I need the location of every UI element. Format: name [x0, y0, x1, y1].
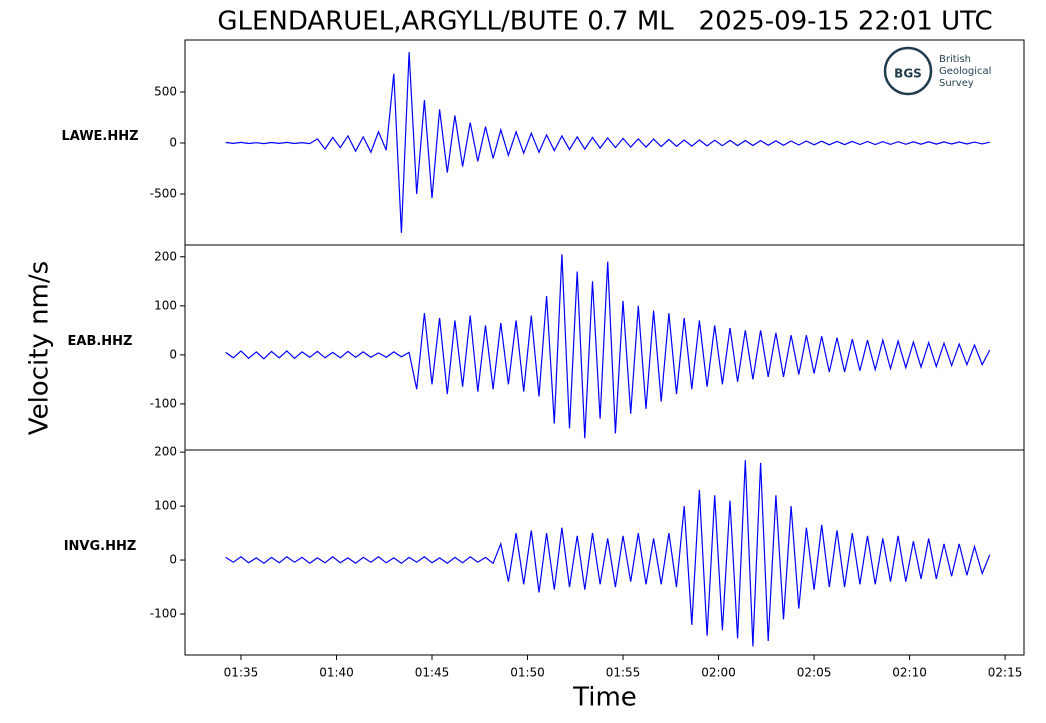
logo-text: Geological	[939, 66, 991, 77]
logo-ring	[883, 46, 933, 96]
y-tick-label: 500	[154, 85, 177, 99]
y-tick-label: 100	[154, 298, 177, 312]
y-tick-label: 0	[169, 553, 177, 567]
x-axis-label: Time	[572, 683, 637, 713]
chart-title: GLENDARUEL,ARGYLL/BUTE 0.7 ML 2025-09-15…	[217, 7, 992, 37]
logo-text: British	[939, 54, 971, 65]
y-tick-label: 200	[154, 249, 177, 263]
x-tick-label: 02:15	[988, 666, 1023, 680]
waveform	[225, 460, 991, 647]
y-tick-label: -500	[150, 187, 177, 201]
y-axis-label: Velocity nm/s	[25, 261, 55, 435]
waveform	[225, 254, 991, 439]
y-tick-label: 100	[154, 499, 177, 513]
x-tick-label: 01:50	[510, 666, 545, 680]
panel-frame	[184, 449, 1025, 656]
y-tick-label: -100	[150, 396, 177, 410]
y-tick-label: 200	[154, 445, 177, 459]
y-tick-label: 0	[169, 347, 177, 361]
logo: BGS British Geological Survey	[883, 46, 991, 96]
y-tick-label: 0	[169, 136, 177, 150]
logo-abbr: BGS	[894, 67, 922, 81]
x-tick-label: 01:35	[224, 666, 259, 680]
x-tick-label: 01:40	[319, 666, 354, 680]
y-tick-label: -100	[150, 607, 177, 621]
x-tick-label: 02:10	[892, 666, 927, 680]
station-label: EAB.HHZ	[68, 334, 133, 349]
x-tick-label: 01:45	[415, 666, 450, 680]
station-label: LAWE.HHZ	[61, 129, 138, 144]
x-tick-label: 02:05	[797, 666, 832, 680]
logo-text: Survey	[939, 78, 974, 89]
x-tick-label: 01:55	[606, 666, 641, 680]
panel-frame	[184, 244, 1025, 451]
station-label: INVG.HHZ	[64, 539, 137, 554]
waveform	[225, 52, 990, 233]
x-tick-label: 02:00	[701, 666, 736, 680]
